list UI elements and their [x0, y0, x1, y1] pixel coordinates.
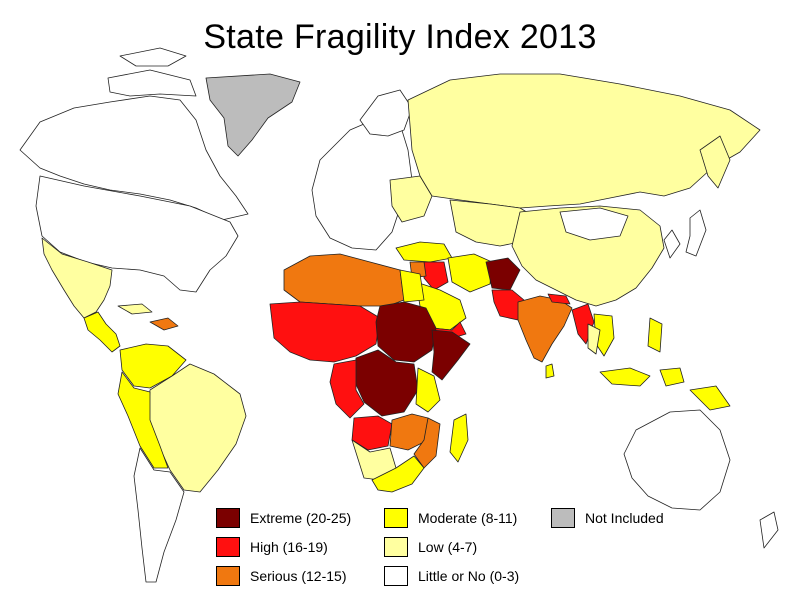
- region-central-africa: [353, 349, 419, 417]
- region-arctic-islands-2: [119, 47, 187, 67]
- region-congo: [329, 359, 365, 419]
- region-russia: [407, 73, 761, 209]
- region-haiti: [149, 317, 179, 331]
- map-title: State Fragility Index 2013: [203, 18, 597, 56]
- region-mexico: [41, 237, 113, 319]
- region-nz: [759, 511, 779, 549]
- region-peru-bolivia: [117, 371, 169, 469]
- region-indonesia: [599, 367, 651, 387]
- region-horn: [431, 329, 471, 381]
- region-afghanistan: [485, 257, 521, 291]
- region-nepal: [547, 293, 571, 305]
- region-sudan: [375, 301, 437, 363]
- region-arctic-islands: [107, 69, 197, 97]
- region-south-africa: [371, 455, 425, 493]
- region-mongolia: [559, 207, 629, 241]
- region-west-africa: [269, 301, 381, 363]
- region-sri-lanka: [545, 363, 555, 379]
- region-australia: [623, 409, 731, 511]
- region-japan: [685, 209, 707, 257]
- region-thailand: [587, 323, 601, 355]
- region-turkey: [395, 241, 453, 263]
- region-korea: [663, 229, 681, 259]
- region-iran: [447, 253, 493, 293]
- region-argentina: [133, 447, 185, 583]
- region-central-america: [83, 311, 121, 353]
- region-india: [517, 295, 573, 363]
- region-indonesia-2: [659, 367, 685, 387]
- region-canada: [19, 95, 249, 221]
- region-china: [511, 205, 665, 307]
- region-greenland: [205, 73, 301, 157]
- region-russia-east: [699, 135, 731, 189]
- region-north-africa: [283, 253, 405, 307]
- region-usa: [35, 175, 239, 293]
- region-philippines: [647, 317, 663, 353]
- region-east-africa: [415, 367, 441, 413]
- region-egypt: [399, 269, 425, 303]
- region-scandinavia: [359, 89, 413, 137]
- region-madagascar: [449, 413, 469, 463]
- region-png: [689, 385, 731, 411]
- region-cuba: [117, 303, 153, 315]
